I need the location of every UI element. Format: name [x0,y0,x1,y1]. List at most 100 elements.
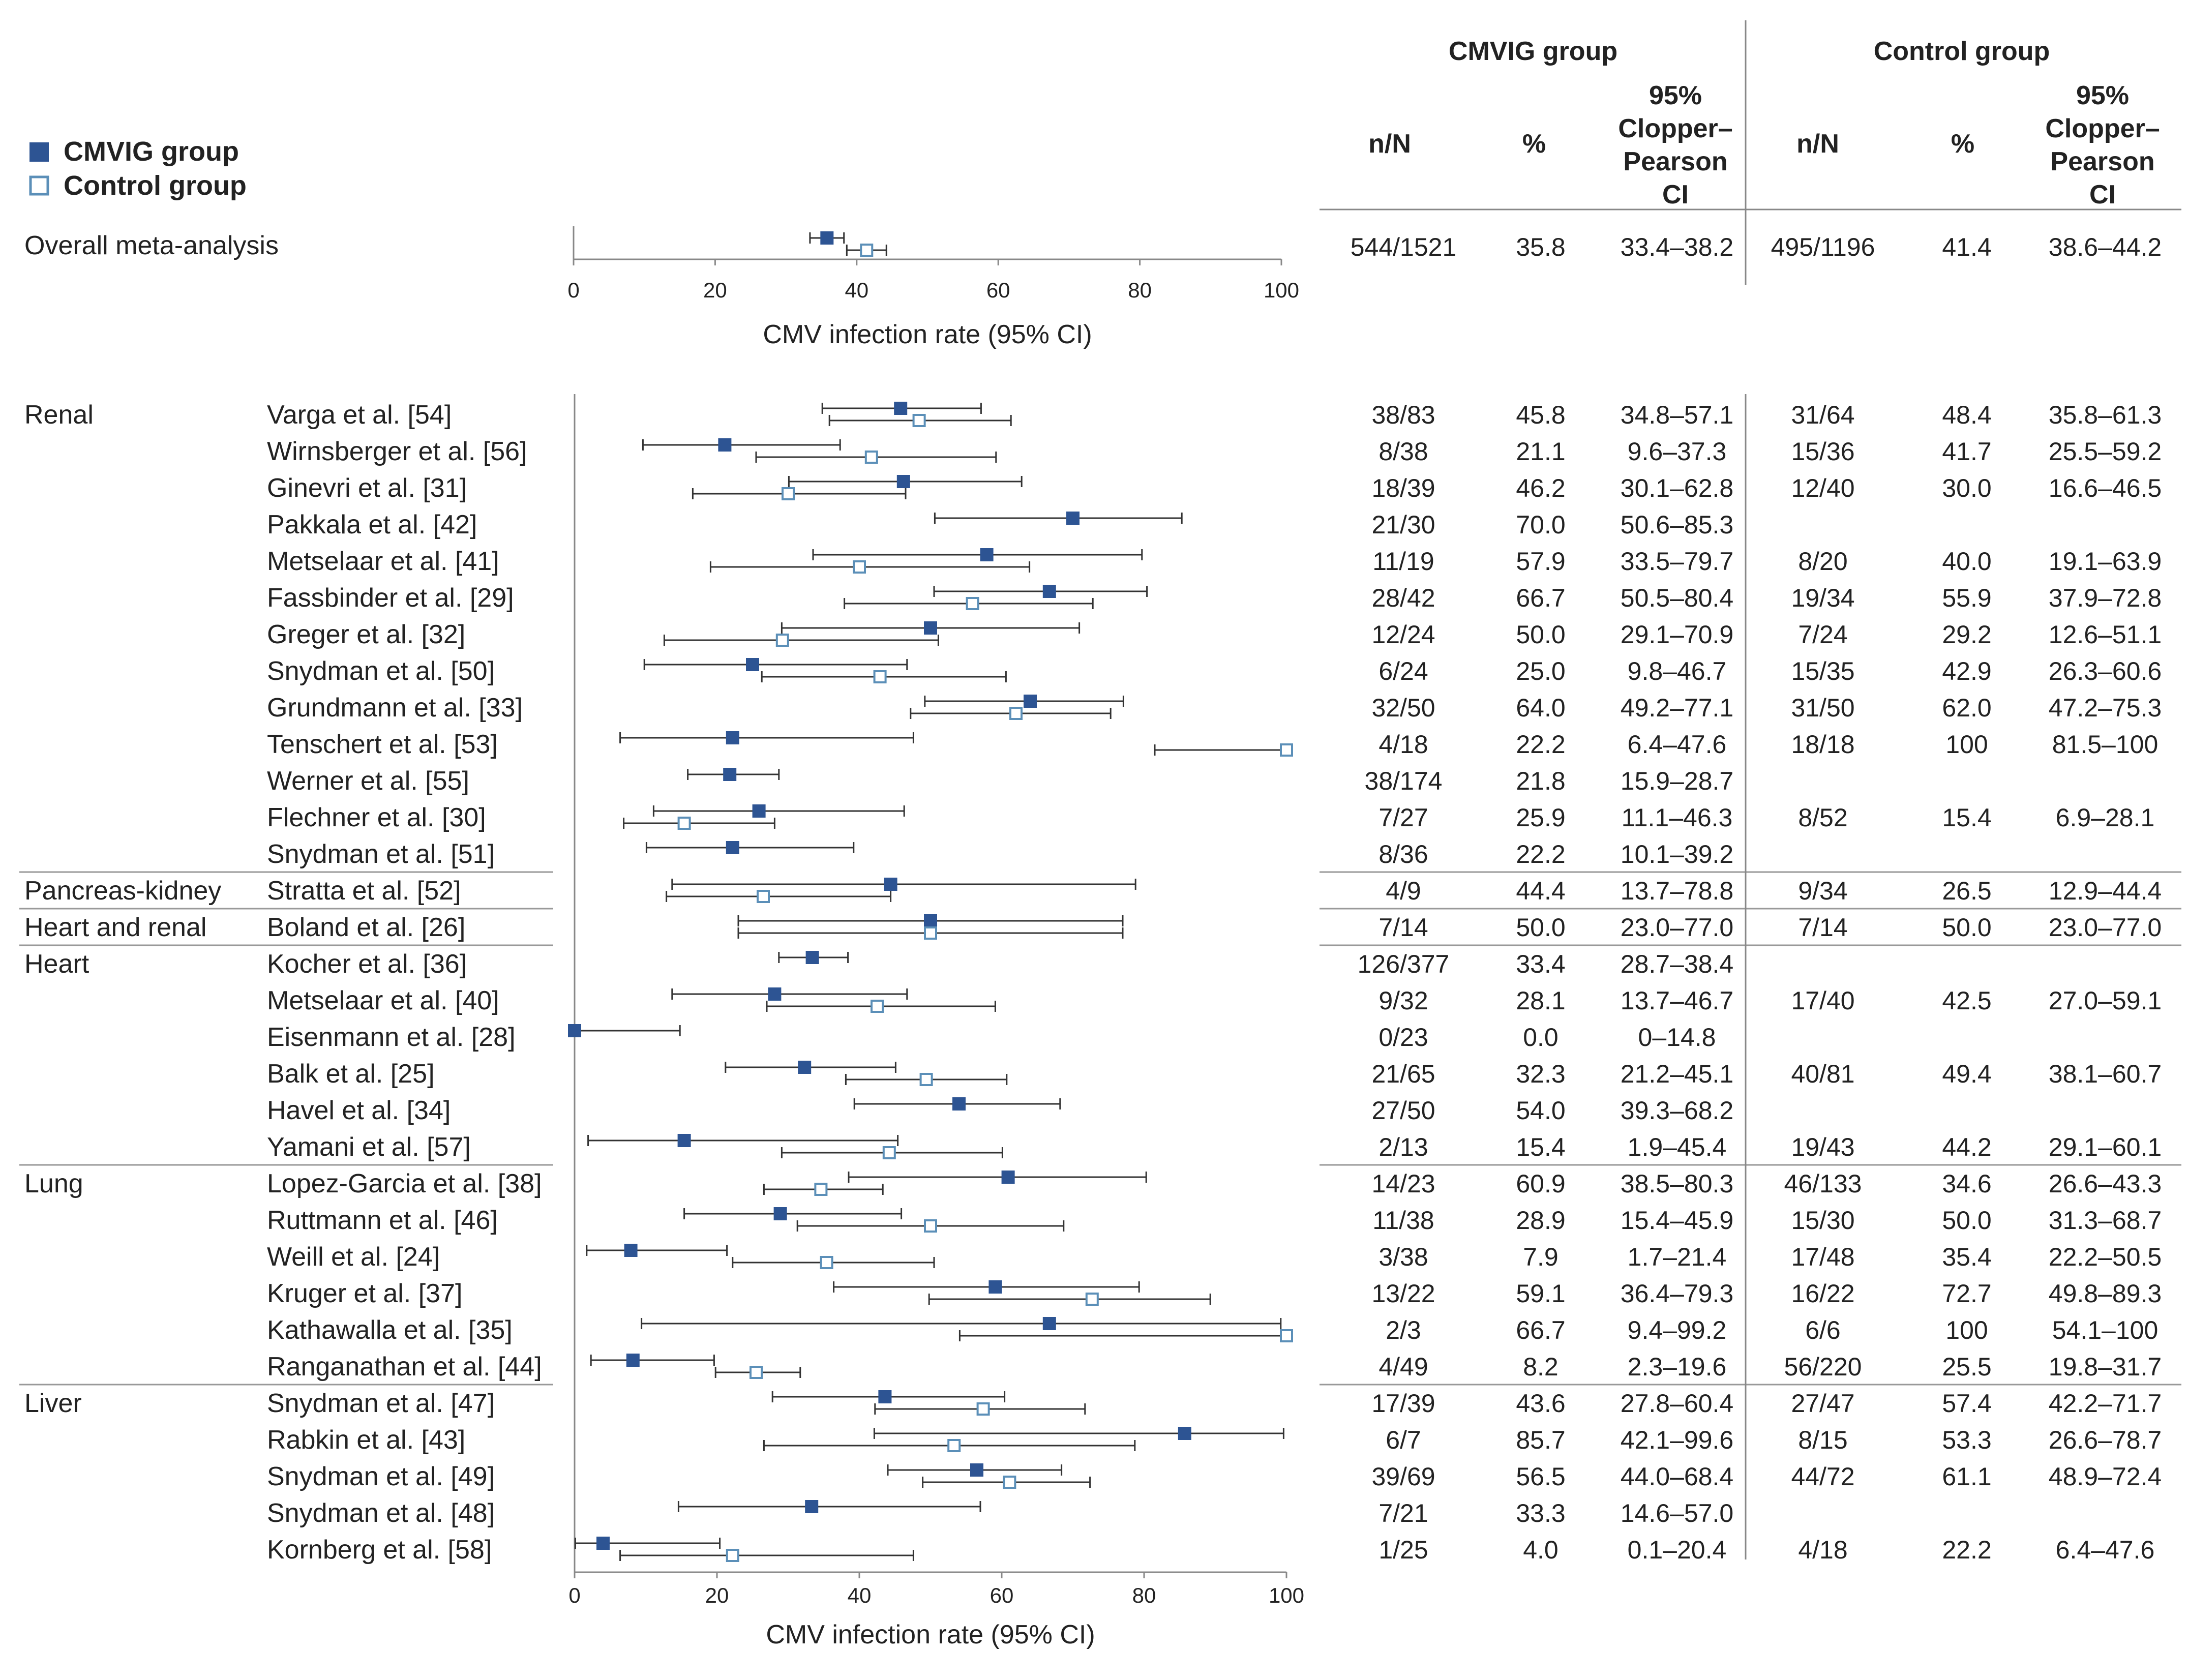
study-label: Rabkin et al. [43] [267,1425,465,1455]
control-ci: 6.9–28.1 [2056,803,2155,832]
study-label: Ranganathan et al. [44] [267,1352,542,1382]
control-estimate-marker [782,487,795,500]
cmvig-nN: 18/39 [1371,474,1435,502]
cmvig-nN: 14/23 [1371,1169,1435,1198]
study-label: Weill et al. [24] [267,1242,440,1272]
overall-panel: 0 20 40 60 80 100 CMV infection rate (95% CI) O… [24,226,2162,349]
control-percent: 30.0 [1942,474,1991,502]
control-nN: 7/24 [1798,620,1847,649]
studies-panel: 0 20 40 60 80 100 CMV infection rate (95% CI) R… [19,394,2181,1649]
cmvig-nN: 13/22 [1371,1279,1435,1308]
cmvig-percent: 60.9 [1516,1169,1565,1198]
cmvig-estimate-marker [1178,1427,1191,1440]
organ-group-label: Renal [24,400,94,430]
cmvig-percent: 25.0 [1516,657,1565,685]
legend-control-swatch [29,175,49,196]
control-estimate-marker [757,890,770,903]
cmvig-estimate-marker [952,1097,966,1111]
control-ci: 26.6–78.7 [2049,1426,2162,1454]
study-label: Stratta et al. [52] [267,876,461,906]
header-ci-line: CI [1662,180,1689,209]
x-tick-label: 40 [848,1583,872,1607]
study-label: Balk et al. [25] [267,1059,435,1089]
cmvig-percent: 59.1 [1516,1279,1565,1308]
cmvig-ci: 36.4–79.3 [1621,1279,1733,1308]
study-label: Snydman et al. [49] [267,1462,495,1491]
control-percent: 62.0 [1942,694,1991,722]
study-label: Kornberg et al. [58] [267,1535,492,1565]
cmvig-nN: 4/18 [1378,730,1428,759]
control-percent: 35.4 [1942,1243,1991,1271]
control-ci: 38.1–60.7 [2049,1060,2162,1088]
control-nN: 15/30 [1791,1206,1854,1235]
control-ci: 38.6–44.2 [2049,233,2162,261]
control-percent: 100 [1945,1316,1988,1344]
control-nN: 27/47 [1791,1389,1854,1418]
legend: CMVIG group Control group [29,136,247,201]
control-percent: 29.2 [1942,620,1991,649]
cmvig-nN: 8/36 [1378,840,1428,868]
x-tick-label: 100 [1264,278,1299,302]
study-label: Havel et al. [34] [267,1096,451,1125]
control-estimate-marker [1280,1329,1293,1342]
cmvig-ci: 2.3–19.6 [1628,1353,1727,1381]
cmvig-nN: 6/24 [1378,657,1428,685]
cmvig-ci: 21.2–45.1 [1621,1060,1733,1088]
x-tick-label: 60 [986,278,1010,302]
cmvig-estimate-marker [624,1244,638,1257]
control-ci: 54.1–100 [2052,1316,2159,1344]
cmvig-nN: 11/19 [1372,547,1434,576]
cmvig-ci: 11.1–46.3 [1622,803,1733,832]
cmvig-estimate-marker [752,804,766,818]
cmvig-estimate-marker [820,231,834,245]
cmvig-nN: 9/32 [1378,986,1428,1015]
cmvig-ci: 27.8–60.4 [1621,1389,1733,1418]
x-tick-label: 40 [845,278,868,302]
control-percent: 40.0 [1942,547,1991,576]
control-ci: 19.1–63.9 [2049,547,2162,576]
cmvig-estimate-marker [884,878,897,891]
cmvig-percent: 0.0 [1523,1023,1558,1052]
cmvig-percent: 32.3 [1516,1060,1565,1088]
x-tick-label: 60 [990,1583,1014,1607]
cmvig-ci: 28.7–38.4 [1621,950,1733,978]
cmvig-percent: 44.4 [1516,877,1565,905]
control-percent: 61.1 [1942,1462,1991,1491]
study-label: Metselaar et al. [41] [267,547,499,576]
control-ci: 19.8–31.7 [2049,1353,2162,1381]
control-nN: 56/220 [1784,1353,1862,1381]
cmvig-nN: 38/174 [1365,767,1443,795]
cmvig-estimate-marker [1024,695,1037,708]
cmvig-ci: 23.0–77.0 [1621,913,1733,942]
cmvig-percent: 57.9 [1516,547,1565,576]
cmvig-ci: 33.5–79.7 [1621,547,1733,576]
study-label: Ginevri et al. [31] [267,473,467,503]
cmvig-ci: 50.6–85.3 [1621,511,1733,539]
control-percent: 100 [1945,730,1988,759]
study-label: Snydman et al. [47] [267,1389,495,1418]
header-ci-line: 95% [1649,81,1702,110]
cmvig-ci: 44.0–68.4 [1621,1462,1733,1491]
organ-group-label: Liver [24,1389,82,1418]
study-label: Grundmann et al. [33] [267,693,523,723]
header-cmvig-nN: n/N [1368,129,1411,159]
study-label: Fassbinder et al. [29] [267,583,514,613]
cmvig-ci: 15.9–28.7 [1621,767,1733,795]
cmvig-ci: 39.3–68.2 [1621,1096,1733,1125]
cmvig-percent: 33.4 [1516,950,1565,978]
cmvig-estimate-marker [596,1537,610,1550]
cmvig-percent: 46.2 [1516,474,1565,502]
control-ci: 26.3–60.6 [2049,657,2162,685]
study-label: Metselaar et al. [40] [267,986,499,1015]
cmvig-percent: 50.0 [1516,620,1565,649]
cmvig-ci: 9.6–37.3 [1628,437,1727,466]
cmvig-ci: 13.7–78.8 [1621,877,1733,905]
cmvig-nN: 12/24 [1371,620,1435,649]
cmvig-nN: 2/13 [1378,1133,1428,1161]
cmvig-nN: 38/83 [1371,401,1435,429]
header-cmvig-group: CMVIG group [1449,37,1617,66]
cmvig-percent: 43.6 [1516,1389,1565,1418]
control-ci: 31.3–68.7 [2049,1206,2162,1235]
header-control-pct: % [1951,129,1974,159]
